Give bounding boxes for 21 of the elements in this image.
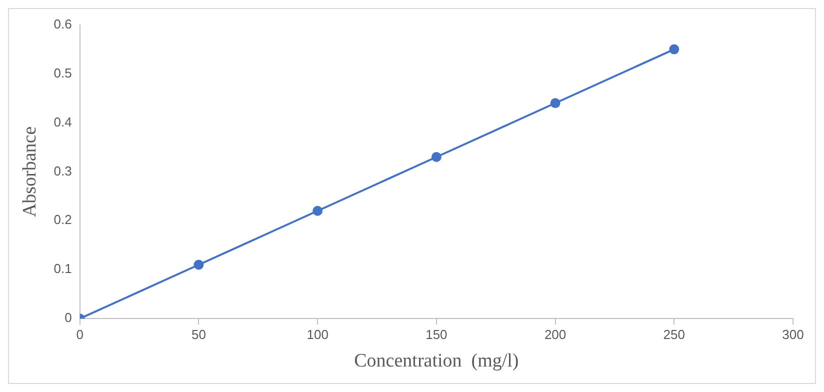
y-tick-label: 0.5: [54, 65, 72, 80]
point: [312, 206, 323, 216]
point: [194, 260, 204, 270]
y-tick-label: 0.3: [54, 163, 72, 178]
y-tick-label: 0: [64, 310, 72, 326]
point: [550, 98, 560, 108]
x-tick-label: 100: [306, 326, 328, 342]
x-tick-label: 150: [426, 326, 448, 342]
y-tick-label: 0.1: [54, 261, 72, 276]
x-tick-label: 200: [544, 326, 566, 342]
x-tick-label: 50: [191, 326, 206, 342]
x-tick-label: 250: [663, 326, 685, 342]
y-tick-label: 0.6: [54, 16, 72, 32]
y-axis-title: Absorbance: [19, 126, 40, 218]
y-tick-label: 0.4: [54, 114, 72, 130]
x-tick-label: 300: [782, 326, 804, 342]
x-tick-label: 0: [76, 326, 84, 342]
x-axis-title: Concentration (mg/l): [354, 350, 519, 372]
point: [431, 152, 442, 162]
point: [669, 44, 680, 54]
y-tick-label: 0.2: [54, 212, 72, 228]
